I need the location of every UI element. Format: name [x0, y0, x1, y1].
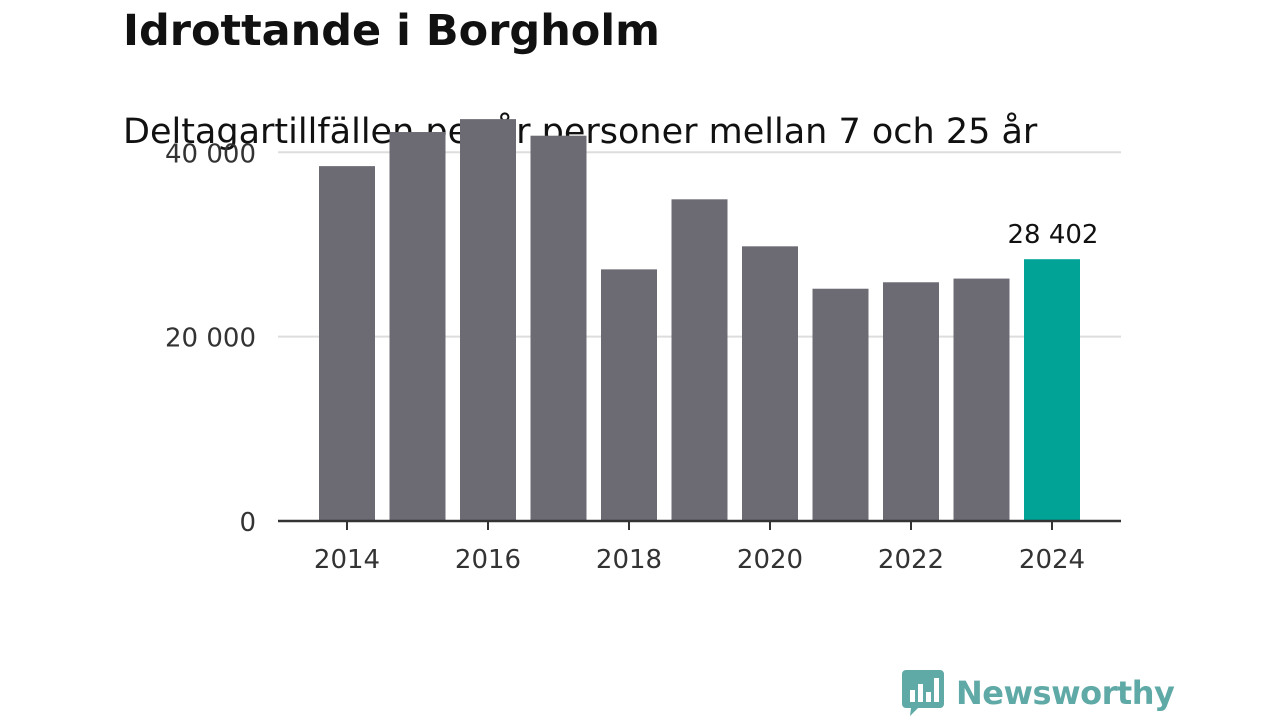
bar — [460, 119, 516, 522]
bar — [742, 246, 798, 522]
bar — [530, 135, 587, 521]
chart-title: Idrottande i Borgholm — [123, 6, 660, 56]
x-tick-label: 2024 — [1019, 545, 1085, 575]
brand-name: Newsworthy — [956, 674, 1175, 712]
x-tick-label: 2022 — [878, 545, 944, 575]
bar — [812, 288, 869, 521]
brand-logo: Newsworthy — [902, 670, 1175, 716]
highlight-bar — [1024, 259, 1080, 521]
bar — [671, 199, 728, 521]
bar — [883, 282, 939, 521]
bar-chart-speech-bubble-icon — [902, 670, 944, 716]
bar — [389, 132, 446, 521]
bar — [953, 278, 1010, 521]
bar — [601, 269, 657, 521]
y-tick-label: 20 000 — [165, 324, 256, 354]
x-tick-label: 2018 — [596, 545, 662, 575]
y-tick-label: 40 000 — [165, 139, 256, 169]
bar — [319, 166, 375, 521]
x-tick-label: 2014 — [314, 545, 380, 575]
data-label: 28 402 — [1008, 220, 1099, 250]
x-tick-label: 2016 — [455, 545, 521, 575]
x-tick-label: 2020 — [737, 545, 803, 575]
y-tick-label: 0 — [239, 508, 256, 538]
